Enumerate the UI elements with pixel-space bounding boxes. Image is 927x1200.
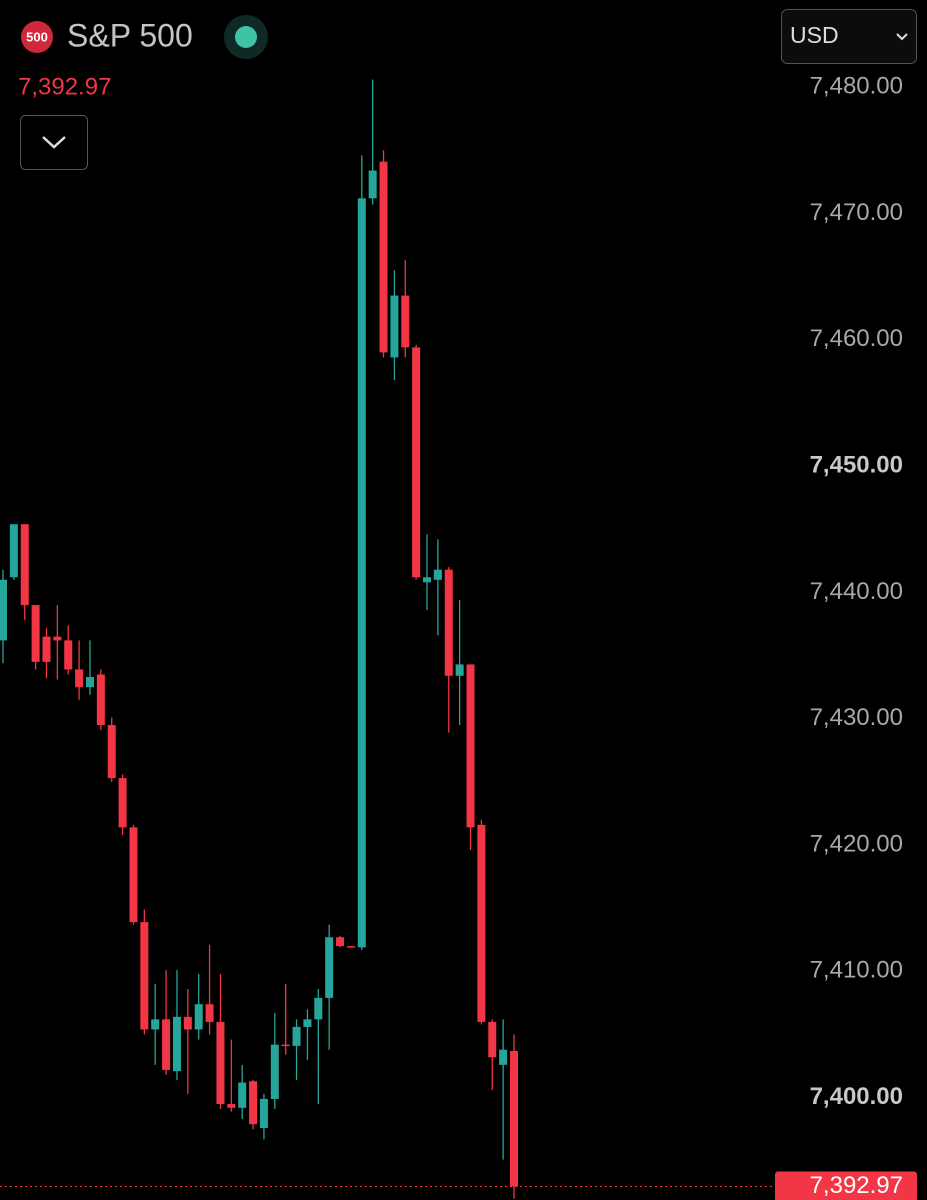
candle-body xyxy=(390,295,399,358)
y-tick-label: 7,430.00 xyxy=(810,704,903,731)
candle-body xyxy=(259,1098,268,1128)
candle-body xyxy=(162,1019,171,1070)
candle-body xyxy=(31,605,40,662)
candle-body xyxy=(227,1104,236,1108)
candle-body xyxy=(336,937,345,947)
candle-body xyxy=(20,524,29,606)
y-tick-label: 7,470.00 xyxy=(810,199,903,226)
candle-body xyxy=(379,161,388,353)
candle-body xyxy=(270,1044,279,1099)
candle-body xyxy=(9,524,18,578)
candle-body xyxy=(281,1044,290,1047)
candle-body xyxy=(140,922,149,1030)
y-tick-label: 7,450.00 xyxy=(810,451,903,478)
candle-body xyxy=(96,674,105,726)
candle-body xyxy=(314,997,323,1020)
header-price: 7,392.97 xyxy=(18,73,111,100)
candle-body xyxy=(129,827,138,923)
chevron-icon xyxy=(42,136,66,149)
candle-body xyxy=(499,1049,508,1065)
candle-body xyxy=(325,937,334,998)
candle-body xyxy=(401,295,410,348)
last-price-label: 7,392.97 xyxy=(810,1172,903,1199)
y-tick-label: 7,400.00 xyxy=(810,1083,903,1110)
candle-body xyxy=(216,1021,225,1104)
y-tick-label: 7,420.00 xyxy=(810,830,903,857)
candle-body xyxy=(107,725,116,779)
candle-body xyxy=(151,1019,160,1030)
currency-select[interactable] xyxy=(781,9,917,64)
candle-body xyxy=(488,1021,497,1058)
y-tick-label: 7,440.00 xyxy=(810,578,903,605)
candle-body xyxy=(466,664,475,828)
candle-body xyxy=(238,1082,247,1108)
y-tick-label: 7,460.00 xyxy=(810,325,903,352)
candle-body xyxy=(303,1019,312,1027)
candle-body xyxy=(510,1050,518,1187)
candle-body xyxy=(423,577,432,583)
status-dot xyxy=(235,26,257,48)
badge-text: 500 xyxy=(26,29,48,44)
candle-body xyxy=(455,664,464,676)
candle-body xyxy=(368,170,377,199)
candle-body xyxy=(85,677,94,688)
candle-body xyxy=(249,1081,258,1125)
candle-body xyxy=(183,1016,192,1030)
candle-body xyxy=(0,579,7,641)
candle-body xyxy=(292,1026,301,1046)
candle-body xyxy=(412,347,421,578)
candle-body xyxy=(75,669,84,688)
candle-body xyxy=(194,1004,203,1030)
candle-body xyxy=(477,824,486,1022)
collapse-button[interactable] xyxy=(20,115,88,170)
candle-body xyxy=(118,778,127,828)
last-price-tag xyxy=(775,1171,917,1200)
candle-body xyxy=(444,569,453,676)
symbol-badge xyxy=(21,21,53,53)
currency-label: USD xyxy=(790,22,839,48)
candle-body xyxy=(53,636,62,641)
y-tick-label: 7,480.00 xyxy=(810,73,903,100)
y-tick-label: 7,410.00 xyxy=(810,957,903,984)
candle-body xyxy=(357,198,366,948)
select-arrow xyxy=(896,33,908,41)
symbol-title: S&P 500 xyxy=(67,17,193,53)
candle-body xyxy=(205,1004,214,1022)
candle-body xyxy=(433,569,442,580)
candle-body xyxy=(42,636,51,662)
candle-body xyxy=(172,1016,181,1072)
candle-body xyxy=(346,946,355,948)
candle-body xyxy=(64,640,73,670)
